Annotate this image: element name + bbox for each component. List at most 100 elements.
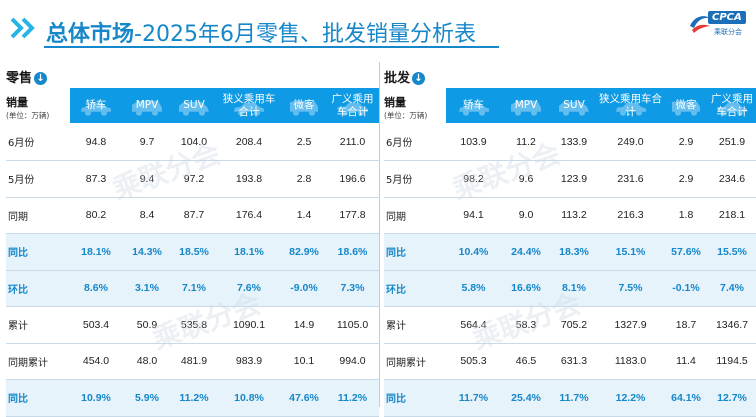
table-cell: 87.3: [70, 160, 122, 198]
table-row: 同期 94.1 9.0 113.2 216.3 1.8 218.1: [384, 197, 756, 234]
table-cell: 123.9: [551, 160, 597, 198]
sedan-icon: [81, 102, 111, 116]
row-label: 环比: [6, 270, 70, 307]
double-chevron-icon: [10, 17, 35, 39]
corner-title: 销量: [6, 96, 28, 109]
table-row: 累计 503.4 50.9 535.8 1090.1 14.9 1105.0: [6, 306, 379, 344]
column-header: 微客: [282, 88, 326, 123]
logo-subtitle: 乘联分会: [714, 28, 742, 36]
table-cell: 1346.7: [708, 306, 756, 344]
column-header: MPV: [501, 88, 551, 123]
table-cell: 5.8%: [446, 270, 501, 307]
car-icon: [337, 102, 368, 116]
table-cell: 103.9: [446, 123, 501, 161]
table-row: 同期累计 505.3 46.5 631.3 1183.0 11.4 1194.5: [384, 343, 756, 380]
minivan-icon: [290, 101, 318, 116]
wholesale-section-label: 批发 ↓: [384, 67, 426, 86]
column-header: 广义乘用车合计: [708, 88, 756, 123]
column-header: SUV: [551, 88, 597, 123]
table-cell: 7.3%: [326, 270, 379, 307]
table-cell: 177.8: [326, 197, 379, 234]
title-main: 总体市场: [46, 22, 135, 47]
table-cell: 503.4: [70, 306, 122, 344]
mpv-icon: [511, 100, 541, 116]
column-header: 狭义乘用车合计: [216, 88, 282, 123]
page-title: 总体市场-2025年6月零售、批发销量分析表: [46, 16, 476, 48]
table-cell: 10.8%: [216, 379, 282, 417]
table-row: 同比 18.1% 14.3% 18.5% 18.1% 82.9% 18.6%: [6, 233, 379, 271]
table-row: 同期 80.2 8.4 87.7 176.4 1.4 177.8: [6, 197, 379, 234]
column-header: MPV: [122, 88, 172, 123]
table-cell: 251.9: [708, 123, 756, 161]
logo-brand: CPCA: [708, 11, 746, 24]
table-row: 环比 5.8% 16.6% 8.1% 7.5% -0.1% 7.4%: [384, 270, 756, 307]
table-cell: 47.6%: [282, 379, 326, 417]
table-cell: 249.0: [597, 123, 664, 161]
table-cell: 14.3%: [122, 233, 172, 271]
column-header: SUV: [172, 88, 216, 123]
retail-section-label: 零售 ↓: [6, 67, 48, 86]
table-cell: 1.8: [664, 197, 708, 234]
column-header-label: 广义乘用车合计: [331, 92, 374, 118]
table-cell: 9.7: [122, 123, 172, 161]
row-label: 同比: [6, 379, 70, 417]
table-cell: 18.7: [664, 306, 708, 344]
table-cell: 454.0: [70, 343, 122, 380]
table-cell: 176.4: [216, 197, 282, 234]
table-cell: 234.6: [708, 160, 756, 198]
row-label: 同期: [6, 197, 70, 234]
corner-cell: 销量 (单位：万辆): [384, 88, 446, 123]
table-cell: 11.7%: [551, 379, 597, 417]
table-cell: 18.3%: [551, 233, 597, 271]
table-cell: 24.4%: [501, 233, 551, 271]
table-cell: 2.9: [664, 160, 708, 198]
car-icon: [234, 102, 264, 116]
table-row: 同比 10.9% 5.9% 11.2% 10.8% 47.6% 11.2%: [6, 379, 379, 417]
table-cell: 11.7%: [446, 379, 501, 417]
table-cell: 983.9: [216, 343, 282, 380]
table-cell: 1.4: [282, 197, 326, 234]
row-label: 6月份: [6, 123, 70, 161]
table-cell: 11.2%: [172, 379, 216, 417]
title-underline: [44, 46, 499, 48]
row-label: 同比: [6, 233, 70, 271]
column-header-label: 狭义乘用车合计: [222, 92, 276, 118]
table-cell: 1194.5: [708, 343, 756, 380]
table-cell: 113.2: [551, 197, 597, 234]
table-cell: 7.5%: [597, 270, 664, 307]
table-cell: 12.2%: [597, 379, 664, 417]
table-row: 6月份 94.8 9.7 104.0 208.4 2.5 211.0: [6, 123, 379, 161]
table-cell: 133.9: [551, 123, 597, 161]
table-cell: 18.1%: [216, 233, 282, 271]
table-cell: 18.5%: [172, 233, 216, 271]
column-header-label: 轿车: [85, 99, 107, 111]
column-header-label: MPV: [135, 99, 159, 111]
sedan-icon: [458, 102, 489, 116]
column-header-label: 狭义乘用车合计: [599, 92, 662, 118]
table-cell: 9.6: [501, 160, 551, 198]
table-cell: 82.9%: [282, 233, 326, 271]
table-cell: 97.2: [172, 160, 216, 198]
table-cell: 216.3: [597, 197, 664, 234]
title-sub: -2025年6月零售、批发销量分析表: [134, 22, 476, 47]
table-cell: 7.4%: [708, 270, 756, 307]
arrow-down-icon: ↓: [412, 72, 426, 85]
table-cell: 15.1%: [597, 233, 664, 271]
corner-title: 销量: [384, 96, 406, 109]
row-label: 同比: [384, 379, 446, 417]
table-cell: 231.6: [597, 160, 664, 198]
suv-icon: [559, 101, 589, 116]
column-header: 微客: [664, 88, 708, 123]
table-cell: 87.7: [172, 197, 216, 234]
table-cell: 94.8: [70, 123, 122, 161]
table-cell: 104.0: [172, 123, 216, 161]
table-cell: 80.2: [70, 197, 122, 234]
table-cell: 7.1%: [172, 270, 216, 307]
section-divider: [379, 62, 380, 407]
table-cell: 18.6%: [326, 233, 379, 271]
corner-unit: (单位：万辆): [384, 111, 428, 120]
table-cell: 196.6: [326, 160, 379, 198]
table-cell: 535.8: [172, 306, 216, 344]
row-label: 6月份: [384, 123, 446, 161]
table-cell: 7.6%: [216, 270, 282, 307]
